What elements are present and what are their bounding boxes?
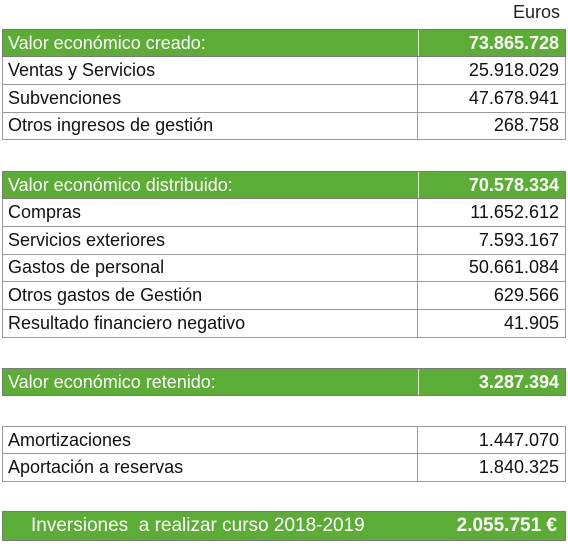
table-row-label: Compras	[2, 198, 418, 226]
table-row-value: 629.566	[418, 282, 566, 310]
table-row: Amortizaciones 1.447.070	[2, 426, 566, 454]
table-row: Subvenciones 47.678.941	[2, 84, 566, 113]
section-header-value: 73.865.728	[468, 33, 559, 53]
table-row-label: Amortizaciones	[2, 427, 418, 453]
table-row: Servicios exteriores 7.593.167	[2, 226, 566, 255]
table-row: Gastos de personal 50.661.084	[2, 254, 566, 283]
table-row-value: 47.678.941	[418, 84, 566, 112]
unit-label: Euros	[512, 2, 560, 22]
table-row: Compras 11.652.612	[2, 198, 566, 227]
section-header-label: Valor económico distribuido:	[3, 172, 419, 198]
section-header: Valor económico retenido: 3.287.394	[2, 368, 566, 396]
table-row: Otros ingresos de gestión 268.758	[2, 112, 566, 141]
table-row-value: 268.758	[418, 112, 566, 140]
table-row-label: Otros ingresos de gestión	[2, 112, 418, 140]
table-row-label: Gastos de personal	[2, 254, 418, 282]
table-row: Resultado financiero negativo 41.905	[2, 310, 566, 338]
table-row-value: 11.652.612	[418, 198, 566, 226]
table-row-value: 1.840.325	[418, 453, 566, 481]
table-row-label: Otros gastos de Gestión	[2, 282, 418, 310]
table-row-label: Servicios exteriores	[2, 226, 418, 254]
table-row-value: 25.918.029	[418, 56, 566, 84]
section-header: Valor económico distribuido: 70.578.334	[2, 171, 566, 199]
section-header-label: Valor económico retenido:	[3, 369, 419, 395]
table-row-label: Subvenciones	[2, 84, 418, 112]
table-row: Aportación a reservas 1.840.325	[2, 453, 566, 482]
table-row: Otros gastos de Gestión 629.566	[2, 282, 566, 311]
table-row-label: Ventas y Servicios	[2, 56, 418, 84]
table-row: Ventas y Servicios 25.918.029	[2, 56, 566, 85]
section-header-value: 70.578.334	[468, 175, 559, 195]
footer-bar: Inversiones a realizar curso 2018-2019 2…	[2, 511, 566, 541]
section-header: Valor económico creado: 73.865.728	[2, 29, 566, 57]
table-row-value: 1.447.070	[418, 427, 566, 453]
table-row-label: Aportación a reservas	[2, 453, 418, 481]
table-row-value: 7.593.167	[418, 226, 566, 254]
table-row-value: 50.661.084	[418, 254, 566, 282]
section-header-value: 3.287.394	[478, 372, 559, 392]
table-row-value: 41.905	[418, 310, 566, 337]
footer-value: 2.055.751 €	[456, 515, 557, 536]
section-header-label: Valor económico creado:	[3, 30, 419, 56]
footer-label: Inversiones a realizar curso 2018-2019	[31, 515, 365, 536]
table-row-label: Resultado financiero negativo	[2, 310, 418, 337]
